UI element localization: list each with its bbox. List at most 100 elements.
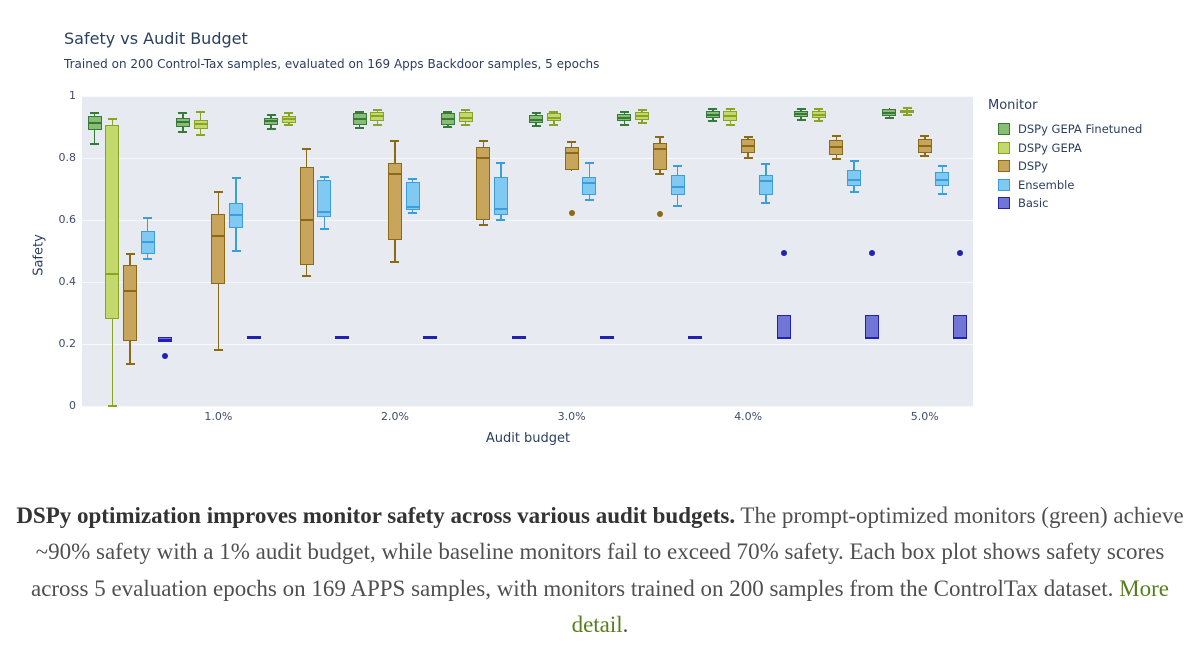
whisker-cap-top — [655, 135, 665, 138]
box-ensemble — [582, 176, 597, 195]
whisker-cap-bottom — [266, 127, 276, 130]
whisker-cap-bottom — [637, 122, 647, 125]
outlier-point — [568, 209, 575, 216]
plot-area[interactable] — [82, 95, 973, 407]
legend-item-dspy-gepa[interactable]: DSPy GEPA — [988, 139, 1188, 158]
box-ensemble — [847, 170, 862, 186]
whisker-cap-top — [584, 161, 594, 164]
box-median — [882, 112, 897, 115]
caption-bold-lead: DSPy optimization improves monitor safet… — [16, 503, 736, 528]
box-median — [511, 336, 526, 339]
legend-item-label: DSPy — [1018, 159, 1048, 174]
gridline — [82, 219, 973, 221]
box-median — [246, 336, 261, 339]
box-median — [193, 122, 208, 125]
box-median — [635, 115, 650, 118]
whisker-cap-bottom — [584, 199, 594, 202]
box-median — [105, 273, 120, 276]
whisker-cap-top — [814, 108, 824, 111]
whisker-cap-bottom — [390, 260, 400, 263]
whisker-cap-top — [90, 112, 100, 115]
x-axis-title: Audit budget — [485, 431, 571, 446]
whisker-cap-top — [743, 135, 753, 138]
whisker-cap-bottom — [90, 143, 100, 146]
box-basic — [864, 314, 879, 339]
whisker-cap-bottom — [831, 157, 841, 160]
y-tick-label: 0.4 — [58, 275, 77, 288]
x-tick-label: 2.0% — [380, 410, 409, 423]
legend-item-dspy[interactable]: DSPy — [988, 157, 1188, 176]
box-median — [705, 114, 720, 117]
whisker-cap-top — [372, 108, 382, 111]
legend-swatch-icon — [998, 141, 1010, 154]
whisker-cap-bottom — [531, 125, 541, 128]
box-dspy-gepa — [105, 125, 120, 320]
whisker-cap-bottom — [655, 172, 665, 175]
box-median — [140, 240, 155, 243]
legend-swatch-icon — [998, 123, 1010, 136]
box-median — [670, 185, 685, 188]
whisker-cap-top — [708, 108, 718, 111]
whisker-cap-top — [143, 217, 153, 220]
box-median — [741, 145, 756, 148]
legend-item-label: Basic — [1018, 196, 1049, 211]
whisker-cap-bottom — [284, 124, 294, 127]
box-ensemble — [493, 176, 508, 216]
box-median — [317, 211, 332, 214]
box-dspy — [211, 213, 226, 284]
whisker-cap-bottom — [619, 123, 629, 126]
more-detail-link[interactable]: More detail — [571, 575, 1169, 637]
whisker-cap-top — [673, 164, 683, 167]
y-tick-label: 0.8 — [58, 151, 77, 164]
box-dspy — [123, 264, 138, 341]
whisker-cap-top — [937, 164, 947, 167]
legend-swatch-icon — [998, 160, 1010, 173]
whisker-cap-bottom — [920, 155, 930, 158]
whisker-cap-top — [531, 112, 541, 115]
box-median — [847, 178, 862, 181]
box-dspy — [564, 147, 579, 171]
box-median — [794, 112, 809, 115]
box-median — [564, 152, 579, 155]
whisker-cap-top — [461, 108, 471, 111]
chart-subtitle: Trained on 200 Control-Tax samples, eval… — [64, 57, 600, 71]
whisker-cap-top — [284, 112, 294, 115]
box-median — [652, 147, 667, 150]
whisker-cap-bottom — [496, 219, 506, 221]
caption-period: . — [622, 611, 629, 637]
gridline — [82, 157, 973, 159]
box-median — [299, 219, 314, 221]
whisker-cap-bottom — [849, 191, 859, 194]
whisker-cap-bottom — [937, 192, 947, 195]
legend-item-dspy-gepa-finetuned[interactable]: DSPy GEPA Finetuned — [988, 120, 1188, 139]
box-median — [370, 115, 385, 118]
box-dspy — [299, 167, 314, 265]
box-dspy — [652, 142, 667, 171]
box-median — [529, 119, 544, 122]
whisker-cap-top — [725, 108, 735, 111]
legend-item-ensemble[interactable]: Ensemble — [988, 176, 1188, 195]
whisker-cap-bottom — [761, 201, 771, 204]
box-median — [423, 336, 438, 339]
box-median — [387, 172, 402, 175]
gridline — [82, 343, 973, 345]
box-median — [229, 214, 244, 217]
box-median — [476, 157, 491, 159]
whisker-cap-top — [496, 161, 506, 164]
whisker-cap-bottom — [478, 223, 488, 226]
legend-item-label: DSPy GEPA — [1018, 140, 1082, 155]
box-dspy — [387, 162, 402, 241]
legend-item-basic[interactable]: Basic — [988, 194, 1188, 213]
whisker-cap-bottom — [884, 117, 894, 120]
whisker-cap-top — [831, 135, 841, 138]
box-median — [935, 178, 950, 181]
x-tick-label: 5.0% — [910, 410, 939, 423]
box-median — [900, 110, 915, 113]
whisker-cap-top — [567, 141, 577, 144]
box-median — [87, 122, 102, 125]
box-basic — [776, 314, 791, 339]
whisker-cap-bottom — [443, 126, 453, 128]
whisker-cap-bottom — [796, 119, 806, 122]
whisker-cap-bottom — [549, 123, 559, 126]
